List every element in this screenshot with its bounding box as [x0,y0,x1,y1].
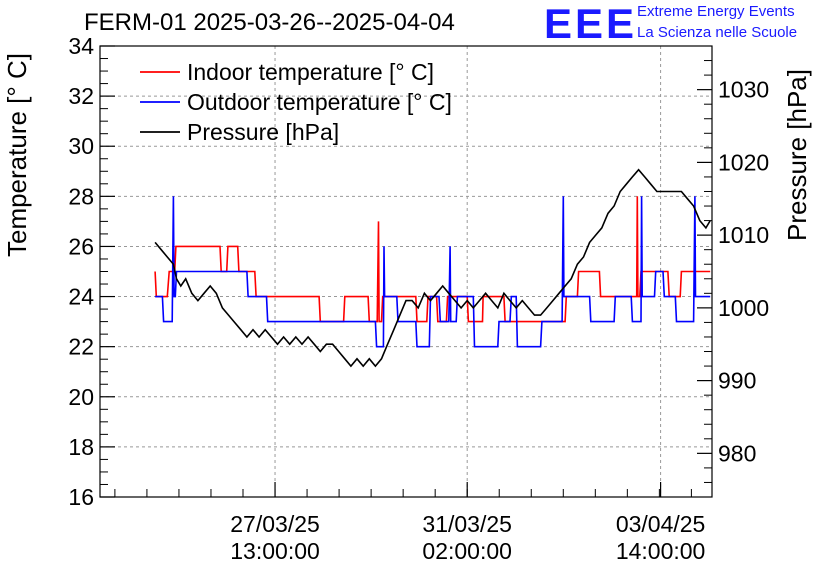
x-tick-label-time: 14:00:00 [616,538,706,564]
y-tick-label: 22 [68,334,94,360]
indoor-temperature-line [154,196,711,323]
y-tick-label: 32 [68,83,94,109]
x-tick-label-date: 27/03/25 [230,511,320,537]
y2-tick-label: 980 [718,440,756,466]
series-lines [154,168,711,368]
logo-line-2: La Scienza nelle Scuole [637,24,798,41]
y-tick-label: 16 [68,484,94,510]
y2-tick-label: 1000 [718,295,769,321]
eee-logo: EEE [544,0,638,47]
y2-tick-label: 1010 [718,222,769,248]
y-axis-label: Temperature [° C] [2,53,32,257]
y-tick-label: 30 [68,133,94,159]
y-tick-label: 24 [68,284,94,310]
chart-title: FERM-01 2025-03-26--2025-04-04 [84,9,455,36]
y2-tick-label: 1020 [718,149,769,175]
y-tick-label: 18 [68,434,94,460]
x-tick-label-date: 31/03/25 [422,511,512,537]
pressure-line [154,168,711,368]
legend-pressure-label: Pressure [hPa] [187,119,339,145]
y-tick-label: 26 [68,233,94,259]
legend: Indoor temperature [° C] Outdoor temperat… [140,59,452,145]
y-tick-label: 34 [68,33,94,59]
x-tick-label-date: 03/04/25 [616,511,706,537]
y2-tick-label: 990 [718,368,756,394]
logo-line-1: Extreme Energy Events [637,3,795,20]
axes: 16 18 20 22 24 26 28 30 32 34 980 990 1000 1010 1020 10… [68,33,769,564]
outdoor-temperature-line [155,196,711,348]
y2-axis-label: Pressure [hPa] [782,69,812,241]
y-tick-label: 20 [68,384,94,410]
y-tick-label: 28 [68,183,94,209]
legend-indoor-label: Indoor temperature [° C] [187,59,434,85]
legend-outdoor-label: Outdoor temperature [° C] [187,89,452,115]
x-tick-label-time: 13:00:00 [230,538,320,564]
x-tick-label-time: 02:00:00 [422,538,512,564]
y2-tick-label: 1030 [718,77,769,103]
